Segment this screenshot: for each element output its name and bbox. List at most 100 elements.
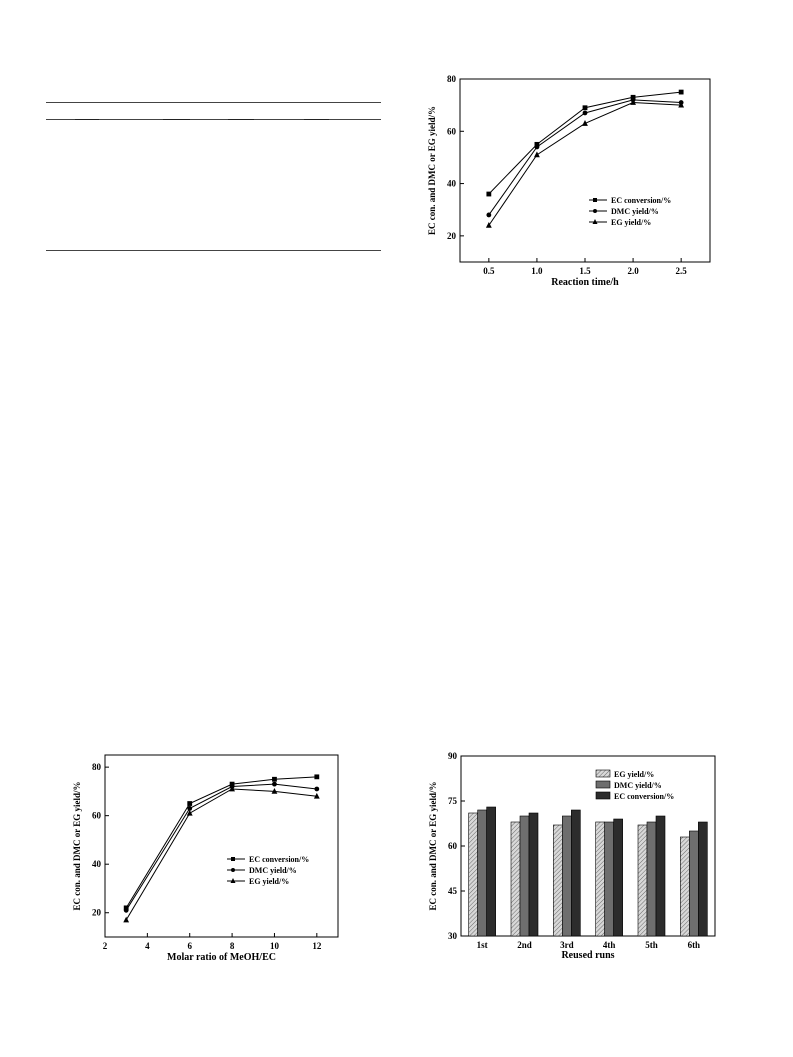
bar: [519, 815, 530, 937]
data-point: [271, 788, 278, 794]
bar: [468, 812, 478, 937]
x-tick-label: 2.0: [627, 266, 639, 276]
bar: [553, 824, 563, 937]
legend-marker: [592, 219, 598, 224]
legend-label: EG yield/%: [249, 877, 289, 886]
data-point: [313, 792, 320, 799]
y-tick-label: 45: [448, 886, 458, 896]
y-axis-label: EC con. and DMC or EG yield/%: [428, 781, 438, 910]
x-tick-label: 1.5: [579, 266, 591, 276]
reaction-time-chart-svg: 20 40 60 80 EC con. and DMC or EG yield/% 0.5…: [427, 74, 711, 288]
data-point: [534, 151, 540, 158]
data-point: [630, 94, 636, 100]
y-tick-label: 20: [92, 908, 102, 918]
data-point: [229, 781, 235, 787]
x-tick-label: 4: [145, 941, 150, 951]
data-point: [272, 781, 277, 787]
legend-label: DMC yield/%: [249, 866, 297, 875]
bar: [571, 809, 581, 937]
data-point: [123, 907, 129, 913]
y-tick-label: 40: [447, 179, 457, 189]
bar: [595, 821, 605, 937]
table-column-mark: [228, 119, 254, 120]
y-tick-label: 60: [92, 811, 102, 821]
x-axis-label: Reused runs: [561, 950, 614, 961]
data-point: [187, 805, 193, 811]
x-tick-label: 5th: [645, 940, 658, 950]
data-point: [314, 774, 320, 780]
table-column-mark: [304, 119, 329, 120]
y-tick-label: 30: [448, 931, 458, 941]
x-axis-label: Molar ratio of MeOH/EC: [167, 952, 276, 963]
molar-ratio-chart: 20 40 60 80 EC con. and DMC or EG yield/% 2 4 6…: [70, 750, 350, 972]
data-point: [186, 809, 193, 816]
data-point: [272, 776, 277, 782]
x-tick-label: 2.5: [676, 266, 688, 276]
data-point: [534, 141, 540, 147]
bar: [646, 821, 657, 937]
data-point: [123, 916, 130, 923]
y-tick-label: 40: [92, 859, 102, 869]
data-point: [582, 110, 588, 116]
bar: [528, 812, 539, 937]
y-tick-label: 20: [447, 231, 457, 241]
series-triangle: [123, 785, 320, 923]
bar: [604, 821, 614, 937]
x-tick-label: 6th: [688, 940, 701, 950]
data-point: [314, 786, 320, 792]
data-point: [582, 105, 588, 111]
legend-label: EC conversion/%: [614, 792, 674, 801]
x-tick-label: 0.5: [483, 266, 495, 276]
series-line: [125, 783, 317, 911]
x-tick-label: 6: [187, 941, 192, 951]
data-point: [582, 120, 588, 126]
y-tick-label: 75: [448, 796, 458, 806]
bar: [698, 821, 708, 937]
reused-runs-chart: 30 45 60 75 90 EC con. and DMC or EG yield/% 1…: [428, 748, 718, 970]
data-point: [534, 144, 540, 150]
table-bottom-rule: [46, 250, 381, 251]
y-tick-label: 80: [447, 74, 457, 84]
data-point: [486, 212, 492, 218]
bar: [486, 806, 496, 937]
x-tick-label: 3rd: [560, 940, 574, 950]
table-column-mark: [163, 119, 190, 120]
molar-ratio-chart-svg: 20 40 60 80 EC con. and DMC or EG yield/% 2 4 6…: [72, 754, 339, 963]
legend-swatch: [595, 791, 611, 800]
y-tick-label: 80: [92, 762, 102, 772]
bar: [510, 821, 521, 937]
legend-marker: [231, 857, 235, 861]
series-square: [486, 89, 684, 197]
x-tick-label: 2nd: [517, 940, 532, 950]
x-tick-label: 4th: [603, 940, 616, 950]
legend-swatch: [595, 780, 611, 789]
y-tick-label: 90: [448, 751, 458, 761]
data-point: [187, 801, 193, 806]
plot-frame: [104, 754, 339, 938]
x-tick-label: 12: [312, 941, 322, 951]
x-tick-label: 1st: [477, 940, 488, 950]
x-tick-label: 2: [103, 941, 108, 951]
bar: [477, 809, 487, 937]
bar: [680, 836, 690, 937]
legend-label: EG yield/%: [611, 218, 651, 227]
y-axis-label: EC con. and DMC or EG yield/%: [72, 781, 82, 910]
legend-marker: [231, 868, 235, 872]
bar: [689, 830, 699, 937]
plot-frame: [460, 755, 716, 937]
legend-swatch: [595, 769, 611, 778]
data-point: [678, 101, 685, 108]
y-axis-label: EC con. and DMC or EG yield/%: [427, 106, 437, 235]
legend-label: EG yield/%: [614, 770, 654, 779]
data-point: [630, 99, 636, 105]
series-line: [125, 776, 317, 909]
series-triangle: [485, 99, 685, 228]
bar: [562, 815, 572, 937]
legend-marker: [593, 198, 597, 202]
bar: [655, 815, 666, 937]
series-square: [123, 774, 320, 911]
legend-label: DMC yield/%: [614, 781, 662, 790]
table-column-mark: [75, 119, 99, 120]
data-point: [123, 905, 129, 911]
table-top-rule: [46, 102, 381, 103]
